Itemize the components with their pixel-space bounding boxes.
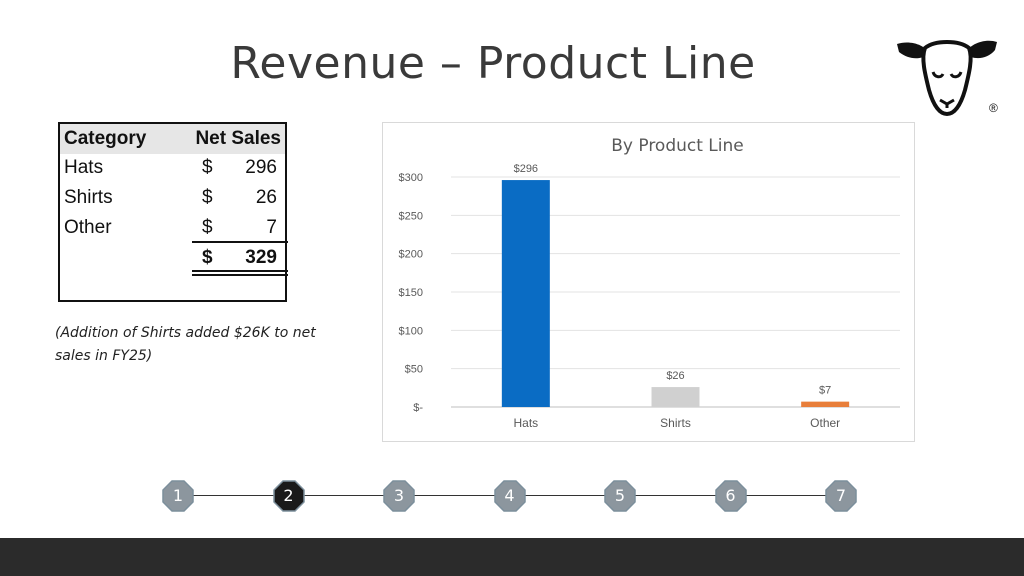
table-total-row: $ 329 [60, 244, 285, 274]
row-category: Other [64, 217, 112, 238]
timeline-step-number: 4 [504, 486, 515, 505]
data-label: $26 [666, 370, 684, 382]
net-sales-table: Category Net Sales Hats $ 296 Shirts $ 2… [58, 122, 288, 302]
timeline-step-6[interactable]: 6 [714, 480, 747, 512]
timeline-step-number: 3 [393, 486, 405, 505]
timeline-step-number: 1 [172, 486, 184, 505]
timeline-step-7[interactable]: 7 [825, 480, 857, 512]
header-category: Category [64, 128, 147, 149]
x-tick-label: Shirts [660, 416, 691, 430]
total-rule-double [192, 270, 288, 272]
timeline-step-number: 2 [283, 486, 294, 505]
y-tick-label: $- [413, 402, 423, 414]
row-value: 296 [245, 157, 277, 178]
table-row: Hats $ 296 [60, 154, 285, 184]
table-header: Category Net Sales [60, 124, 285, 154]
timeline-step-number: 6 [725, 486, 736, 505]
timeline-step-5[interactable]: 5 [604, 480, 636, 512]
row-currency: $ [202, 157, 213, 178]
timeline-step-1[interactable]: 1 [162, 480, 194, 512]
y-tick-label: $300 [399, 172, 423, 184]
row-value: 7 [266, 217, 277, 238]
header-net-sales: Net Sales [195, 128, 281, 149]
y-tick-label: $250 [399, 210, 423, 222]
table-row: Shirts $ 26 [60, 184, 285, 214]
timeline-step-4[interactable]: 4 [493, 480, 526, 512]
bar-chart-canvas: $- $50 $100 $150 $200 $250 $300 $296 Hats $26 Shir… [399, 163, 900, 430]
sheep-head-icon: ® [897, 40, 998, 117]
row-category: Shirts [64, 187, 113, 208]
x-tick-label: Other [810, 416, 840, 430]
total-value: 329 [245, 247, 277, 268]
bar [501, 180, 550, 407]
octagon-icon [162, 480, 194, 512]
y-tick-label: $150 [399, 287, 423, 299]
data-label: $7 [819, 385, 831, 397]
sheep-logo: ® [895, 34, 1005, 124]
octagon-icon [714, 480, 747, 512]
octagon-icon [272, 480, 305, 512]
chart-title: By Product Line [611, 136, 744, 156]
y-tick-label: $200 [399, 249, 423, 261]
timeline-step-number: 5 [614, 486, 626, 505]
product-line-chart: $- $50 $100 $150 $200 $250 $300 $296 Hats $26 Shir… [382, 122, 915, 442]
total-rule-top [192, 241, 288, 243]
y-tick-label: $50 [405, 364, 423, 376]
row-category: Hats [64, 157, 104, 178]
table-row: Other $ 7 [60, 214, 285, 244]
octagon-icon [825, 480, 857, 512]
data-label: $296 [514, 163, 538, 175]
registered-mark: ® [989, 101, 998, 115]
y-tick-label: $100 [399, 325, 423, 337]
octagon-icon [493, 480, 526, 512]
row-currency: $ [202, 217, 213, 238]
bar [801, 401, 850, 407]
timeline-step-3[interactable]: 3 [383, 480, 415, 512]
slide-title: Revenue – Product Line [230, 38, 756, 89]
slide-timeline: 1 2 3 4 5 6 7 [150, 476, 870, 516]
timeline-step-2[interactable]: 2 [272, 480, 305, 512]
bar [651, 387, 700, 407]
total-rule-double [192, 274, 288, 276]
octagon-icon [604, 480, 636, 512]
sales-note: (Addition of Shirts added $26K to net sa… [55, 325, 316, 364]
row-value: 26 [255, 187, 277, 208]
footer-bar [0, 538, 1024, 576]
timeline-step-number: 7 [835, 486, 847, 505]
row-currency: $ [202, 187, 213, 208]
octagon-icon [383, 480, 415, 512]
x-tick-label: Hats [513, 416, 538, 430]
total-currency: $ [202, 247, 213, 268]
